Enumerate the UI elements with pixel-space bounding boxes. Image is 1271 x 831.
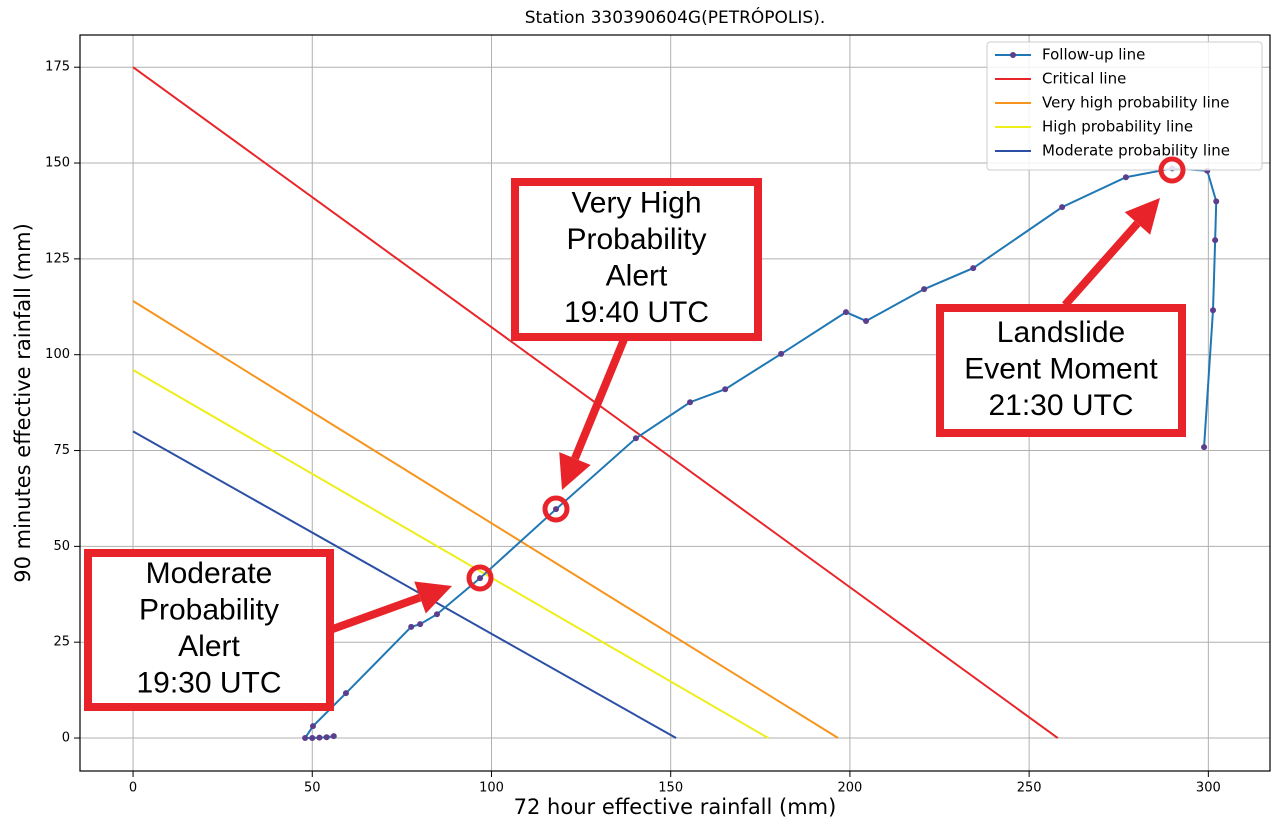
annotation-text: Moderate: [146, 557, 273, 590]
annotation-box: [936, 304, 1186, 437]
annotation-text: Alert: [606, 260, 668, 293]
y-tick-label: 150: [45, 156, 70, 171]
data-point: [434, 611, 440, 618]
data-point: [309, 735, 316, 742]
y-tick-label: 25: [53, 635, 70, 650]
arrow-shaft: [571, 335, 629, 461]
y-axis-label: 90 minutes effective rainfall (mm): [11, 223, 35, 583]
arrow-head: [414, 581, 452, 614]
data-point: [1213, 198, 1220, 205]
legend-marker: [1010, 52, 1016, 58]
data-point: [1210, 307, 1217, 314]
data-point: [842, 309, 849, 316]
annotation-text: Alert: [178, 630, 240, 663]
y-tick-label: 75: [53, 443, 70, 458]
plot-frame: [79, 34, 1271, 772]
annotation-text: Landslide: [997, 316, 1125, 349]
x-tick-label: 200: [838, 781, 863, 796]
data-point: [342, 690, 349, 697]
highlight-circle: [466, 564, 494, 592]
y-tick-label: 175: [45, 60, 70, 75]
y-tick-label: 50: [53, 539, 70, 554]
chart-title: Station 330390604G(PETRÓPOLIS).: [525, 6, 826, 28]
x-axis-label: 72 hour effective rainfall (mm): [514, 795, 837, 819]
data-point: [330, 733, 337, 740]
data-point: [1059, 204, 1066, 211]
x-tick-label: 300: [1196, 781, 1221, 796]
data-point: [417, 621, 424, 628]
arrow-shaft: [328, 593, 422, 634]
data-point: [1201, 444, 1208, 451]
legend-label: Critical line: [1042, 70, 1126, 88]
data-point: [309, 723, 316, 730]
data-point: [302, 735, 309, 742]
arrow-head: [559, 452, 591, 490]
data-point: [323, 734, 330, 741]
data-point: [1212, 237, 1219, 244]
threshold-line: [132, 369, 769, 739]
data-point: [778, 350, 785, 357]
annotation-text: 19:30 UTC: [136, 667, 281, 700]
x-tick-label: 150: [658, 781, 683, 796]
data-point: [921, 286, 928, 293]
legend-label: Moderate probability line: [1042, 142, 1230, 160]
data-point: [687, 399, 694, 406]
data-point: [970, 265, 977, 272]
data-point: [863, 317, 870, 324]
y-tick-label: 125: [45, 251, 70, 266]
y-tick-label: 100: [45, 347, 70, 362]
legend-box: [986, 41, 1263, 171]
annotation-text: Probability: [566, 223, 706, 256]
arrow-shaft: [1062, 220, 1141, 308]
threshold-line: [132, 430, 677, 739]
annotation-text: Event Moment: [964, 352, 1158, 385]
legend-label: High probability line: [1042, 118, 1193, 136]
data-point: [408, 623, 415, 630]
data-point: [632, 435, 639, 442]
legend-label: Follow-up line: [1042, 46, 1145, 64]
annotation-text: Very High: [571, 187, 701, 220]
y-tick-label: 0: [62, 731, 70, 746]
annotation-text: 21:30 UTC: [988, 389, 1133, 422]
annotation-box: [84, 549, 334, 711]
annotation-text: 19:40 UTC: [564, 296, 709, 329]
x-tick-label: 100: [479, 781, 504, 796]
highlight-circle: [1158, 156, 1186, 184]
arrow-head: [1124, 198, 1160, 235]
data-point: [553, 506, 559, 513]
legend-label: Very high probability line: [1042, 94, 1229, 112]
annotation-box: [511, 178, 762, 341]
highlight-circle: [542, 495, 570, 523]
x-tick-label: 0: [129, 781, 137, 796]
data-point: [1122, 174, 1129, 181]
x-tick-label: 250: [1017, 781, 1042, 796]
data-point: [722, 386, 729, 393]
x-tick-label: 50: [304, 781, 321, 796]
data-point: [316, 734, 323, 741]
annotation-text: Probability: [139, 594, 279, 627]
data-point: [477, 575, 484, 582]
threshold-line: [132, 300, 839, 739]
